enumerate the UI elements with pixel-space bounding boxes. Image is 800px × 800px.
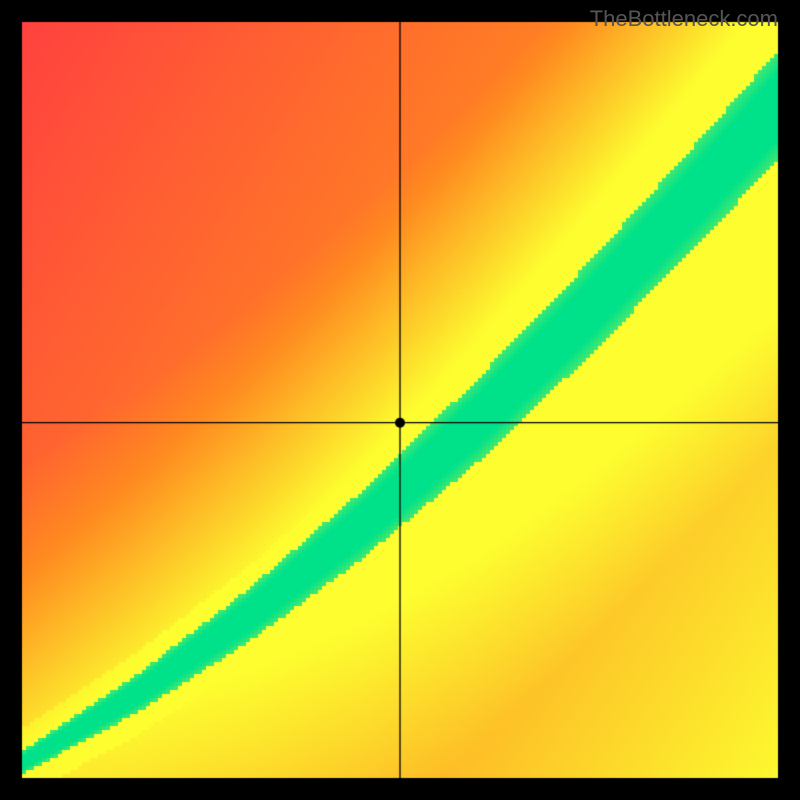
bottleneck-heatmap — [0, 0, 800, 800]
heatmap-container: TheBottleneck.com — [0, 0, 800, 800]
watermark-text: TheBottleneck.com — [590, 6, 778, 32]
